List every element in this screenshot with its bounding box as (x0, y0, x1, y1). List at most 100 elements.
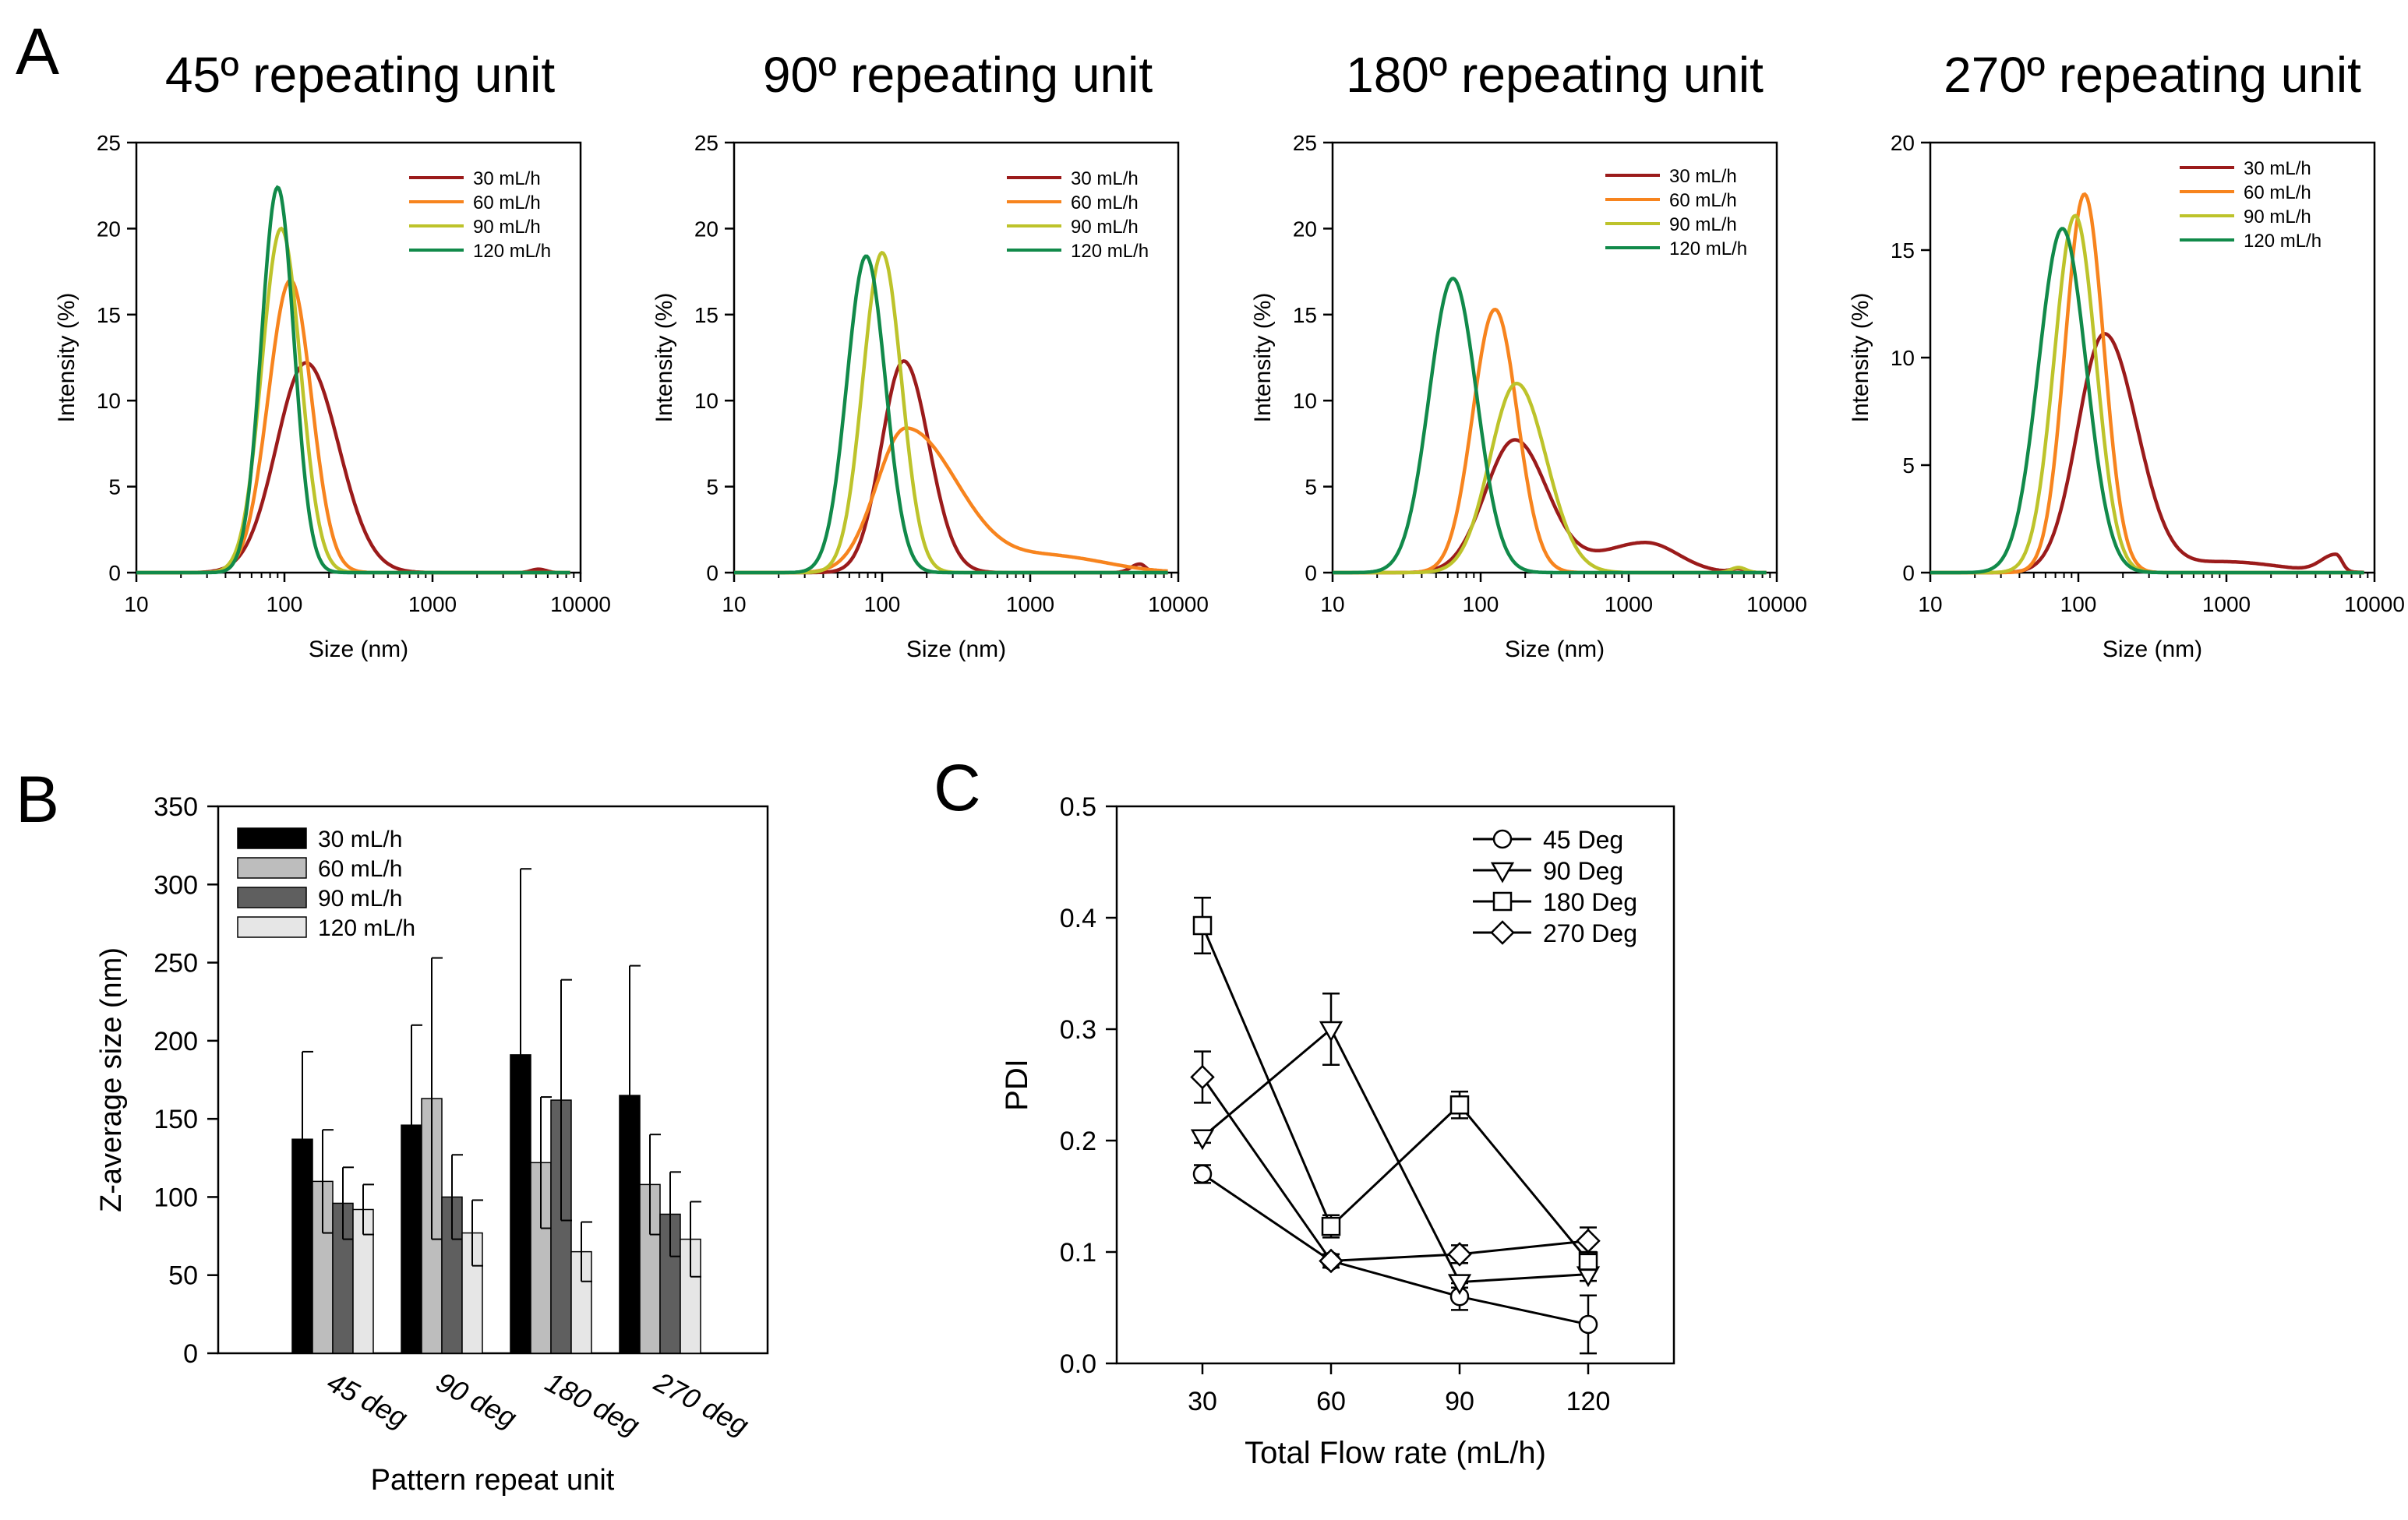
legend-label: 120 mL/h (1669, 238, 1747, 259)
y-tick-label: 20 (694, 217, 719, 241)
series-line-90-Deg (1202, 1027, 1589, 1284)
x-tick-label: 10000 (1148, 592, 1209, 616)
legend-label: 90 mL/h (318, 886, 402, 912)
y-tick-label: 5 (706, 475, 719, 499)
panel-a-270deg: 270º repeating unit 10 100 1000 10000 0 5 10 15 2… (1848, 47, 2405, 662)
series-line-60-mL-h (734, 426, 1168, 575)
legend-label: 120 mL/h (318, 915, 415, 941)
series-line-30-mL-h (1930, 332, 2364, 575)
y-axis-label: Z-average size (nm) (95, 947, 128, 1212)
x-tick-label: 100 (267, 592, 303, 616)
y-tick-label: 25 (97, 131, 121, 155)
y-tick-label: 10 (97, 389, 121, 413)
y-axis-label: Intensity (%) (1250, 293, 1276, 423)
panel-label-c: C (934, 751, 981, 824)
y-tick-label: 25 (1293, 131, 1317, 155)
x-tick-label: 10 (1918, 592, 1942, 616)
chart-title: 45º repeating unit (165, 47, 555, 103)
series-line-45-Deg (1202, 1173, 1589, 1326)
y-tick-label: 0.5 (1060, 792, 1096, 822)
panel-a-90deg: 90º repeating unit 10 100 1000 10000 0 5 10 15 20… (651, 47, 1209, 662)
y-tick-label: 10 (694, 389, 719, 413)
category-label: 180 deg (540, 1366, 644, 1441)
x-tick-label: 10 (722, 592, 746, 616)
plot-frame (1115, 805, 1675, 1365)
legend-marker (1490, 920, 1515, 945)
y-tick-label: 350 (154, 792, 198, 822)
legend-marker (1492, 891, 1513, 912)
marker-diamond (1447, 1242, 1472, 1267)
x-tick-label: 100 (864, 592, 901, 616)
series-line-90-mL-h (1930, 213, 2364, 575)
x-tick-label: 60 (1316, 1387, 1346, 1416)
legend-label: 90 mL/h (473, 217, 541, 238)
legend-label: 60 mL/h (1071, 192, 1139, 213)
x-tick-label: 90 (1445, 1387, 1474, 1416)
series-line-270-Deg (1201, 1076, 1589, 1262)
y-tick-label: 15 (97, 303, 121, 327)
marker-circle (1192, 1164, 1213, 1184)
panel-b-bar-chart: 0 50 100 150 200 250 300 350 Z-average size (nm)… (95, 792, 769, 1497)
x-tick-label: 1000 (2202, 592, 2251, 616)
y-axis-label: PDI (1000, 1059, 1034, 1111)
legend-label: 60 mL/h (318, 856, 402, 882)
series-line-30-mL-h (734, 359, 1168, 575)
legend-label: 60 mL/h (473, 192, 541, 213)
series-line-30-mL-h (136, 361, 570, 575)
legend-swatch (237, 857, 307, 879)
marker-diamond (1319, 1248, 1343, 1274)
x-tick-label: 1000 (1605, 592, 1653, 616)
legend-label: 90 mL/h (1071, 217, 1139, 238)
marker-triangle (1190, 1129, 1215, 1151)
series-line-60-mL-h (1333, 307, 1767, 575)
chart-title: 270º repeating unit (1944, 47, 2361, 103)
y-tick-label: 250 (154, 949, 198, 979)
y-tick-label: 20 (1891, 131, 1915, 155)
y-tick-label: 0 (108, 561, 121, 585)
y-tick-label: 0.2 (1060, 1127, 1096, 1156)
legend-label: 90 mL/h (2244, 206, 2311, 227)
x-axis-label: Size (nm) (2103, 637, 2202, 662)
x-tick-label: 100 (2060, 592, 2097, 616)
y-tick-label: 0 (183, 1339, 198, 1369)
legend-swatch (237, 887, 307, 908)
marker-square (1192, 915, 1213, 936)
x-axis-label: Pattern repeat unit (371, 1464, 615, 1497)
y-tick-label: 0.1 (1060, 1238, 1096, 1268)
series-line-90-mL-h (136, 226, 570, 575)
y-tick-label: 0.4 (1060, 904, 1096, 933)
legend-marker (1492, 829, 1513, 849)
legend-label: 60 mL/h (1669, 190, 1737, 211)
legend-label: 30 mL/h (1669, 166, 1737, 187)
legend-label: 270 Deg (1543, 919, 1637, 947)
category-label: 45 deg (322, 1366, 412, 1434)
legend-label: 90 mL/h (1669, 214, 1737, 235)
y-axis-label: Intensity (%) (651, 293, 677, 423)
x-axis-label: Size (nm) (1505, 637, 1605, 662)
y-axis-label: Intensity (%) (1848, 293, 1873, 423)
y-tick-label: 15 (1293, 303, 1317, 327)
legend-label: 60 mL/h (2244, 182, 2311, 203)
x-tick-label: 10000 (550, 592, 611, 616)
y-tick-label: 10 (1293, 389, 1317, 413)
series-line-120-mL-h (1333, 277, 1767, 575)
marker-square (1449, 1095, 1470, 1115)
panel-label-b: B (16, 763, 59, 836)
y-tick-label: 5 (1305, 475, 1317, 499)
x-tick-label: 1000 (1006, 592, 1054, 616)
marker-diamond (1190, 1064, 1215, 1090)
legend-swatch (237, 827, 307, 849)
legend-label: 120 mL/h (1071, 241, 1149, 262)
x-tick-label: 1000 (408, 592, 457, 616)
panel-label-a: A (16, 15, 59, 88)
series-line-60-mL-h (136, 278, 570, 575)
y-tick-label: 15 (1891, 238, 1915, 263)
y-tick-label: 0 (1305, 561, 1317, 585)
x-tick-label: 30 (1188, 1387, 1217, 1416)
y-tick-label: 0.3 (1060, 1015, 1096, 1045)
plot-frame (217, 805, 769, 1355)
legend-label: 30 mL/h (473, 168, 541, 189)
legend-label: 90 Deg (1543, 857, 1623, 885)
y-tick-label: 300 (154, 870, 198, 900)
x-axis-label: Total Flow rate (mL/h) (1245, 1436, 1546, 1470)
